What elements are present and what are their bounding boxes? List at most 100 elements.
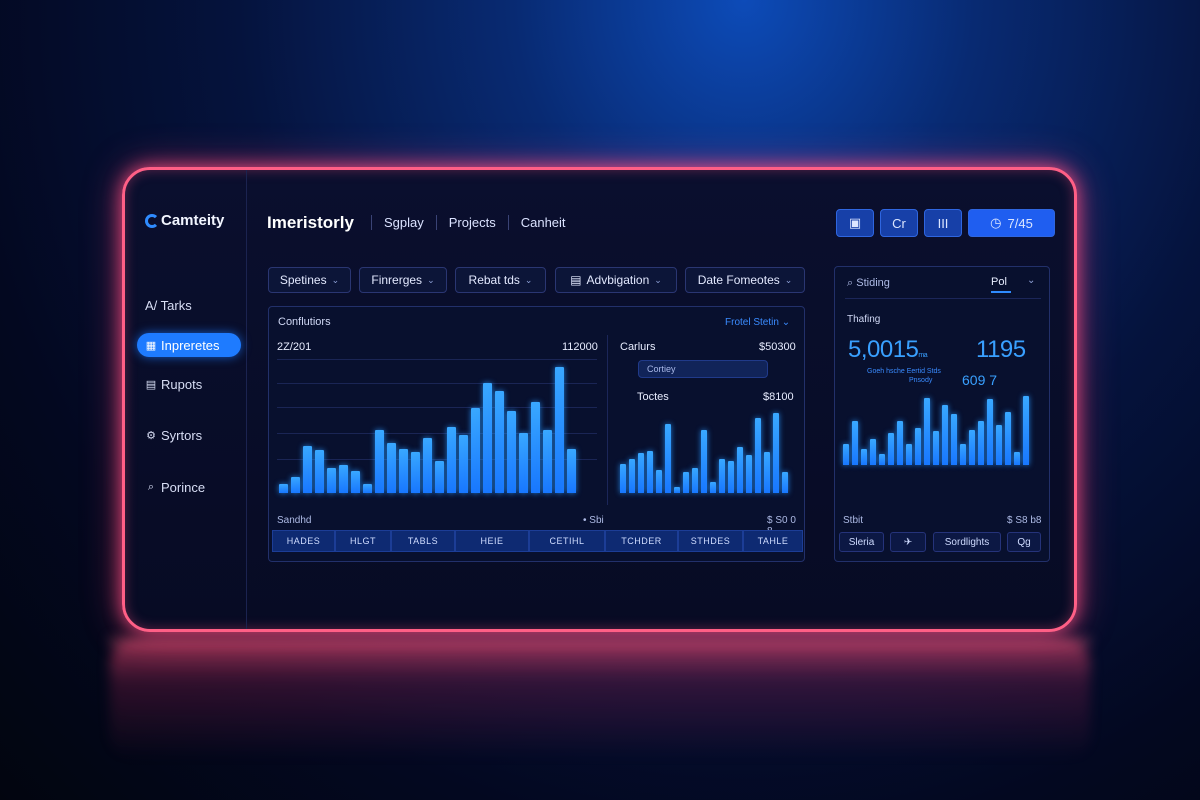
report-icon: ▤ (145, 378, 157, 391)
logo-icon (145, 213, 159, 228)
calendar-button[interactable]: ▣ (836, 209, 874, 237)
chart-bar (1005, 412, 1011, 465)
nav-link-projects[interactable]: Projects (435, 215, 508, 230)
filter-date[interactable]: Date Fomeotes ⌄ (685, 267, 805, 293)
chart-bar (665, 424, 671, 493)
chart-bar (933, 431, 939, 465)
bar-chart-main (279, 359, 599, 493)
footer-label: Sandhd (277, 515, 312, 526)
columns-button[interactable]: III (924, 209, 962, 237)
chevron-down-icon: ⌄ (524, 274, 533, 285)
tab-hades[interactable]: HADES (272, 530, 335, 552)
table-tabs: HADES HLGT TABLS HEIE CETIHL TCHDER STHD… (272, 530, 803, 552)
gridline (277, 407, 597, 408)
top-nav: Sgplay Projects Canheit (371, 215, 578, 230)
chart-bar (459, 435, 468, 493)
sidebar-item-syrtors[interactable]: ⚙ Syrtors (137, 423, 241, 447)
chevron-down-icon[interactable]: ⌄ (1027, 275, 1036, 286)
chevron-down-icon: ⌄ (784, 274, 793, 285)
app-logo: Camteity (145, 212, 224, 229)
chart-bar (710, 482, 716, 493)
chart-bar (773, 413, 779, 493)
cortiey-select[interactable]: Cortiey (638, 360, 768, 378)
chart-bar (291, 477, 300, 493)
gear-icon: ⚙ (146, 429, 156, 442)
chart-bar (1023, 396, 1029, 465)
cr-button[interactable]: Cr (880, 209, 918, 237)
chart-bar (363, 484, 372, 493)
tab-cetihl[interactable]: CETIHL (529, 530, 605, 552)
bar-chart-secondary (620, 407, 800, 493)
side-footer-label: Stbit (843, 515, 864, 526)
sidebar-item-porince[interactable]: ⌕ Porince (137, 475, 241, 499)
chart-bar (303, 446, 312, 493)
page-title: Imeristorly (267, 213, 354, 232)
tab-tahle[interactable]: TAHLE (743, 530, 803, 552)
sleria-button[interactable]: Sleria (839, 532, 884, 552)
chart-bar (567, 449, 576, 493)
chart-bar (555, 367, 564, 493)
divider (845, 298, 1041, 299)
tab-tabls[interactable]: TABLS (391, 530, 455, 552)
carlurs-label: Carlurs (620, 341, 656, 353)
chart-bar (471, 408, 480, 493)
tab-hlgt[interactable]: HLGT (335, 530, 391, 552)
bar-chart-side (843, 391, 1043, 465)
panel-title: Conflutiors (278, 316, 331, 328)
nav-link-canheit[interactable]: Canheit (507, 215, 578, 230)
chart-bar (683, 472, 689, 493)
chart-bar (375, 430, 384, 493)
sidebar-item-tasks[interactable]: A/ Tarks (137, 293, 241, 317)
chart-bar (327, 468, 336, 493)
sidebar-item-label: Syrtors (161, 427, 203, 443)
chart-bar (647, 451, 653, 493)
chart-bar (315, 450, 324, 493)
chart-bar (987, 399, 993, 465)
chevron-down-icon: ⌄ (654, 274, 662, 285)
chevron-down-icon: ⌄ (781, 317, 791, 328)
sidebar-item-rupots[interactable]: ▤ Rupots (137, 372, 241, 396)
chart-bar (746, 455, 752, 493)
list-icon: ▤ (570, 273, 582, 287)
search-field[interactable]: ⌕ Stiding (847, 277, 890, 289)
send-icon[interactable]: ✈ (890, 532, 926, 552)
chart-bar (629, 459, 635, 493)
chart-bar (423, 438, 432, 493)
chart-bar (728, 461, 734, 493)
sordlights-button[interactable]: Sordlights (933, 532, 1001, 552)
qg-button[interactable]: Qg (1007, 532, 1041, 552)
filter-rebat-tds[interactable]: Rebat tds ⌄ (455, 267, 546, 293)
stats-title: Thafing (847, 314, 881, 325)
pol-select[interactable]: Pol (991, 276, 1011, 293)
chart-bar (888, 433, 894, 465)
tab-tcheder[interactable]: TCHDER (605, 530, 678, 552)
chart-bar (951, 414, 957, 465)
clock-icon: ◷ (990, 215, 1002, 230)
side-stats-panel: ⌕ Stiding Pol ⌄ Thafing 5,0015ma 1195 Go… (834, 266, 1050, 562)
tab-heie[interactable]: HEIE (455, 530, 529, 552)
chart-bar (519, 433, 528, 493)
sidebar-item-label: Porince (161, 479, 206, 495)
filter-finrerges[interactable]: Finrerges ⌄ (359, 267, 447, 293)
chart-bar (879, 454, 885, 465)
left-chart-value: 112000 (562, 341, 598, 353)
tab-sthdes[interactable]: STHDES (678, 530, 743, 552)
period-dropdown[interactable]: Frotel Stetin ⌄ (725, 317, 791, 328)
nav-link-sgplay[interactable]: Sgplay (371, 215, 436, 230)
chart-bar (906, 444, 912, 465)
filter-spetines[interactable]: Spetines ⌄ (268, 267, 351, 293)
search-icon: ⌕ (847, 277, 854, 289)
time-button[interactable]: ◷ 7/45 (968, 209, 1055, 237)
chart-bar (852, 421, 858, 465)
sidebar-item-label: Rupots (161, 376, 203, 392)
chart-bar (339, 465, 348, 493)
caption-1: Goeh hsche Eertid Stds (867, 368, 941, 375)
chevron-down-icon: ⌄ (427, 274, 435, 285)
chart-bar (620, 464, 626, 493)
sidebar-item-inpreretes[interactable]: ▦ Inpreretes (137, 333, 241, 357)
gridline (277, 433, 597, 434)
chart-bar (543, 430, 552, 493)
filter-advbigation[interactable]: ▤ Advbigation ⌄ (555, 267, 677, 293)
caption-2: Pnsody (909, 377, 933, 384)
chart-bar (351, 471, 360, 493)
